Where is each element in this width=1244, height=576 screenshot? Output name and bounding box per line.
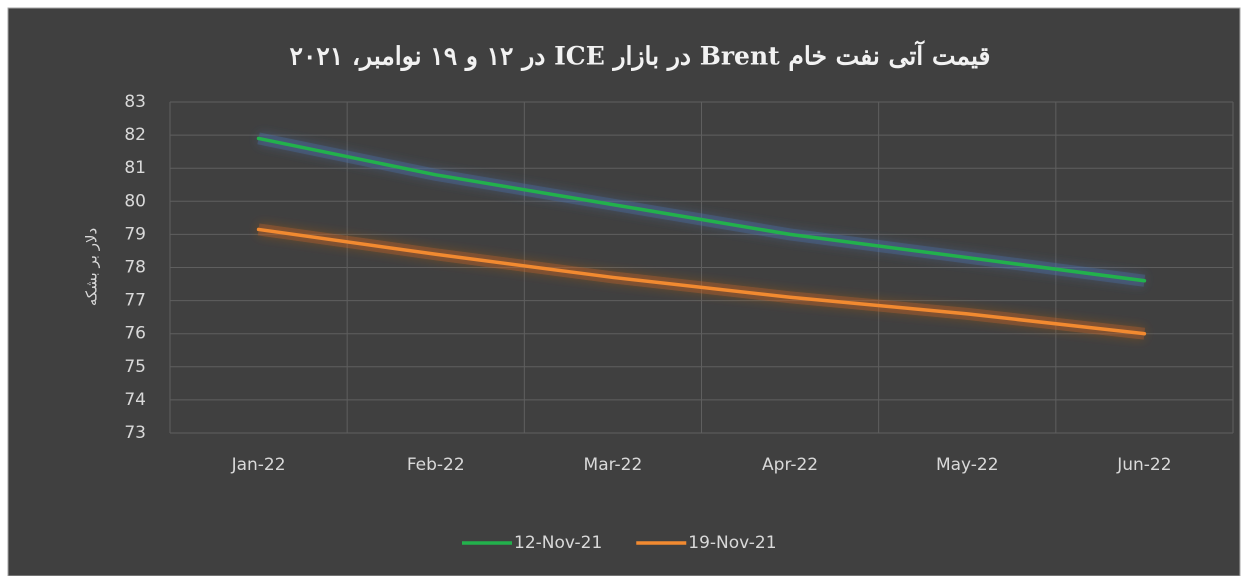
y-tick-label: 76	[124, 324, 146, 344]
y-tick-label: 78	[124, 258, 146, 278]
chart-background	[7, 7, 1241, 576]
series-line	[256, 136, 1147, 283]
series-line	[256, 227, 1147, 336]
y-tick-label: 80	[124, 191, 146, 211]
x-tick-label: Apr-22	[762, 455, 818, 475]
legend-label: 19-Nov-21	[688, 533, 776, 553]
x-tick-label: Mar-22	[584, 455, 643, 475]
y-tick-label: 74	[124, 390, 146, 410]
x-tick-label: Feb-22	[407, 455, 465, 475]
chart-title: قیمت آتی نفت خام Brent در بازار ICE در ۱…	[290, 40, 991, 72]
y-tick-label: 73	[124, 423, 146, 443]
y-tick-label: 81	[124, 158, 146, 178]
x-tick-label: Jun-22	[1116, 455, 1171, 475]
y-tick-label: 77	[124, 291, 146, 311]
y-tick-label: 75	[124, 357, 146, 377]
y-tick-label: 83	[124, 92, 146, 112]
x-tick-label: May-22	[936, 455, 999, 475]
y-tick-label: 79	[124, 224, 146, 244]
y-tick-label: 82	[124, 125, 146, 145]
legend-label: 12-Nov-21	[514, 533, 602, 553]
y-axis-label: دلار بر بشکه	[83, 228, 101, 306]
x-tick-label: Jan-22	[231, 455, 286, 475]
